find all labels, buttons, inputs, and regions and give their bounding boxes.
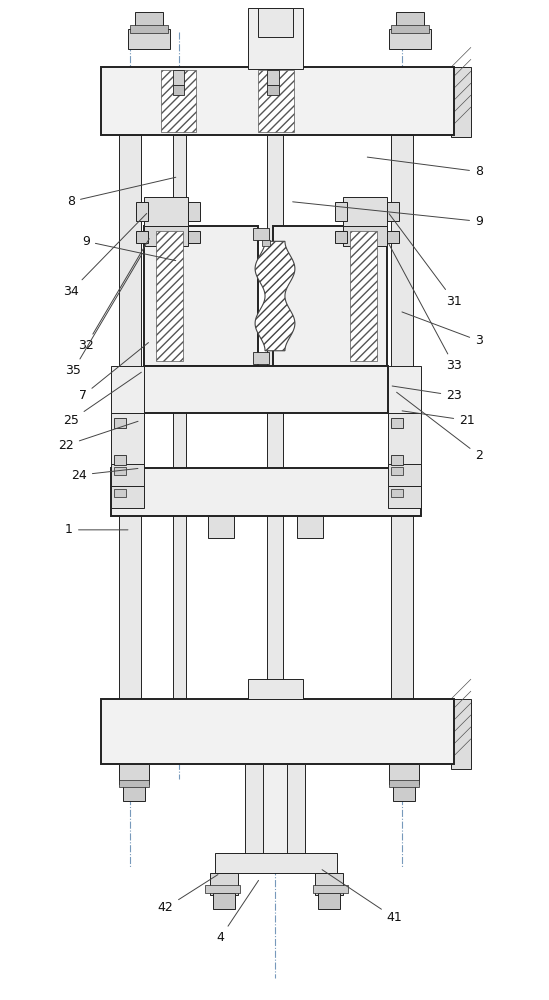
Bar [114,418,126,428]
Bar [258,70,294,132]
Bar [248,679,303,699]
Bar [111,468,421,516]
Bar [248,8,303,69]
Bar [343,226,388,246]
Text: 34: 34 [63,213,147,298]
Text: 3: 3 [402,312,483,347]
Bar [389,780,419,787]
Bar [263,764,287,858]
Bar [144,226,258,366]
Bar [205,885,240,893]
Bar [396,12,424,32]
Text: 9: 9 [82,235,176,261]
Bar [135,12,163,32]
Text: 24: 24 [71,468,138,482]
Bar [335,231,346,243]
Bar [391,489,404,497]
Bar [391,467,404,475]
Bar [297,516,323,538]
Bar [119,135,141,772]
PathPatch shape [255,241,295,351]
Bar [111,486,144,508]
Text: 31: 31 [389,214,462,308]
Bar [188,231,200,243]
Text: 2: 2 [396,392,483,462]
Bar [144,226,188,246]
Text: 8: 8 [367,157,483,178]
Bar [130,25,167,33]
Text: 8: 8 [67,177,176,208]
Bar [315,873,343,895]
Bar [267,85,279,95]
Bar [111,366,144,413]
Bar [172,85,184,95]
Text: 41: 41 [322,870,402,924]
Bar [208,516,234,538]
Bar [111,464,144,486]
Bar [160,70,197,132]
Bar [391,418,404,428]
Bar [119,780,149,787]
Bar [136,202,148,221]
Bar [119,764,149,784]
Bar [262,240,270,246]
Text: 9: 9 [293,202,483,228]
Bar [391,455,404,465]
Bar [114,455,126,465]
Bar [318,893,340,909]
Bar [451,67,471,137]
Text: 1: 1 [65,523,128,536]
Text: 7: 7 [79,343,148,402]
Bar [123,784,144,801]
Bar [389,29,431,49]
Bar [391,135,413,772]
Bar [388,202,399,221]
Bar [101,699,454,764]
Bar [350,231,378,361]
Bar [114,467,126,475]
Bar [451,699,471,769]
Text: 42: 42 [158,875,218,914]
Bar [391,25,429,33]
Bar [136,231,148,243]
Bar [172,135,187,732]
Bar [388,231,399,243]
Bar [389,464,421,486]
Bar [253,228,269,240]
Bar [389,413,421,468]
Bar [210,873,238,895]
Text: 21: 21 [402,411,475,427]
Bar [101,67,454,135]
Text: 35: 35 [65,254,142,377]
Bar [188,202,200,221]
Bar [144,366,389,413]
Bar [267,70,279,85]
Bar [389,486,421,508]
Bar [343,197,388,226]
Bar [267,32,283,759]
Bar [111,413,144,468]
Bar [214,893,235,909]
Bar [253,352,269,364]
Text: 32: 32 [78,239,149,352]
Bar [389,764,419,784]
Text: 4: 4 [216,880,259,944]
Bar [258,8,293,37]
Bar [215,853,337,873]
Bar [128,29,170,49]
Bar [394,784,415,801]
Bar [155,231,183,361]
Bar [245,764,305,858]
Text: 23: 23 [392,386,462,402]
Bar [273,226,388,366]
Bar [114,489,126,497]
Bar [313,885,348,893]
Bar [144,197,188,226]
Text: 33: 33 [389,244,462,372]
Bar [389,366,421,413]
Text: 25: 25 [63,372,142,427]
Text: 22: 22 [58,421,138,452]
Bar [335,202,346,221]
Bar [172,70,184,85]
